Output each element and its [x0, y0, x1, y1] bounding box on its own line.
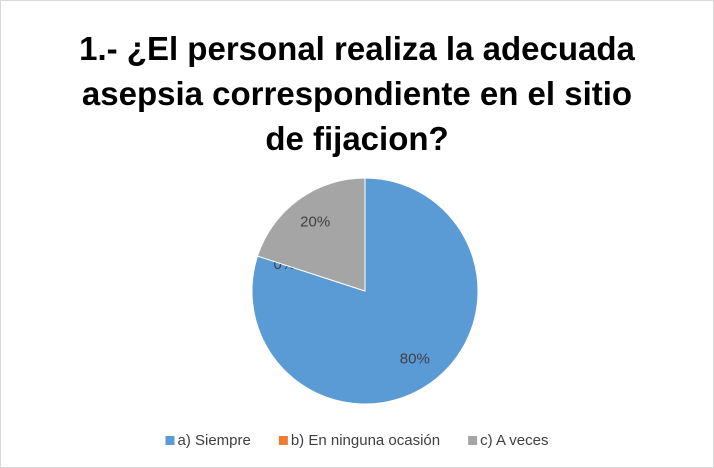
- data-label: 20%: [300, 213, 330, 230]
- pie-slice: [251, 177, 479, 405]
- legend-label: b) En ninguna ocasión: [291, 432, 440, 449]
- legend-swatch: [468, 436, 478, 445]
- data-label: 80%: [400, 351, 430, 368]
- chart-title: 1.- ¿El personal realiza la adecuada ase…: [79, 30, 635, 157]
- legend-swatch: [278, 436, 288, 445]
- pie-slice: [256, 177, 366, 292]
- legend-label: a) Siempre: [177, 432, 250, 449]
- legend-swatch: [165, 436, 175, 445]
- legend-label: c) A veces: [480, 432, 548, 449]
